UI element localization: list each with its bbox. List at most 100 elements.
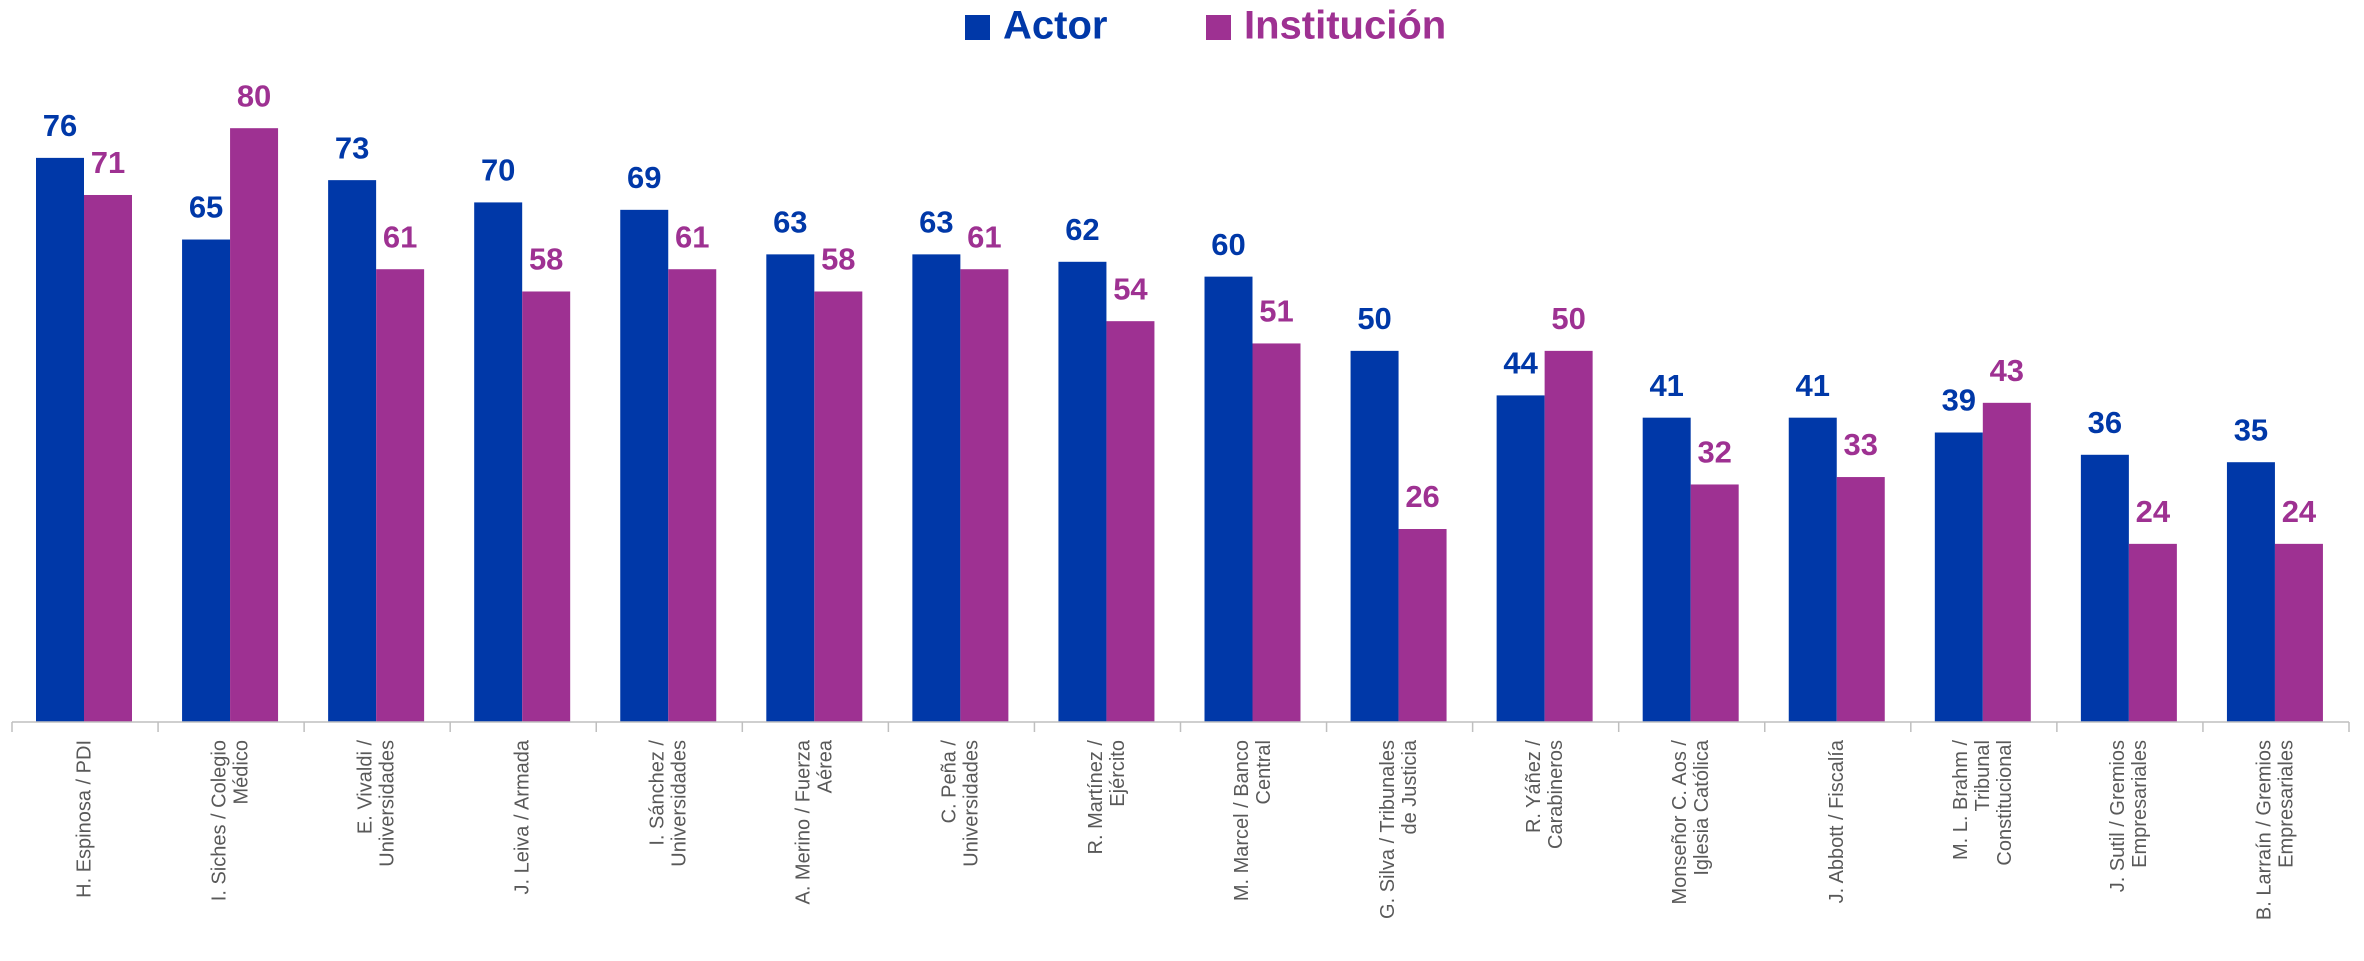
bar xyxy=(474,202,523,723)
value-label: 63 xyxy=(773,205,807,240)
bar xyxy=(2274,543,2323,722)
bar xyxy=(1934,432,1983,722)
x-tick-label: I. Siches / Colegio xyxy=(208,740,230,901)
x-tick-label: G. Silva / Tribunales xyxy=(1377,740,1399,919)
x-tick-label: Iglesia Católica xyxy=(1691,739,1713,876)
x-tick-label: R. Martínez / xyxy=(1085,740,1107,855)
x-tick-label: A. Merino / Fuerza xyxy=(793,739,815,904)
bar xyxy=(814,291,863,722)
bar xyxy=(2080,454,2129,722)
value-label: 44 xyxy=(1503,346,1538,381)
value-label: 35 xyxy=(2234,412,2268,447)
value-label: 51 xyxy=(1259,294,1293,329)
value-label: 43 xyxy=(1990,353,2024,388)
x-tick-label: Monseñor C. Aos / xyxy=(1669,740,1691,905)
value-label: 41 xyxy=(1796,368,1830,403)
legend-swatch xyxy=(965,15,990,40)
value-label: 70 xyxy=(481,153,515,188)
bar xyxy=(620,209,669,722)
bar xyxy=(376,269,425,722)
x-tick-label: Empresariales xyxy=(2275,740,2297,868)
value-label: 65 xyxy=(189,190,223,225)
value-label: 73 xyxy=(335,130,369,165)
value-label: 69 xyxy=(627,160,661,195)
bar xyxy=(522,291,571,722)
legend-label: Institución xyxy=(1244,4,1446,48)
bar xyxy=(1544,350,1593,722)
bar xyxy=(1058,261,1107,722)
value-label: 39 xyxy=(1942,383,1976,418)
bar xyxy=(84,194,132,722)
value-label: 26 xyxy=(1405,479,1439,514)
value-label: 60 xyxy=(1211,227,1245,262)
x-tick-label: Ejército xyxy=(1107,740,1129,807)
bar xyxy=(230,128,279,723)
x-tick-label: Universidades xyxy=(669,740,691,867)
bar xyxy=(1788,417,1837,722)
bar xyxy=(1252,343,1301,722)
bar xyxy=(668,269,717,722)
value-label: 50 xyxy=(1357,301,1391,336)
value-label: 62 xyxy=(1065,212,1099,247)
value-label: 24 xyxy=(2136,494,2171,529)
value-label: 32 xyxy=(1697,435,1731,470)
x-tick-label: Central xyxy=(1253,740,1275,804)
x-tick-label: M. Marcel / Banco xyxy=(1231,740,1253,901)
bar xyxy=(1982,402,2031,722)
value-label: 71 xyxy=(91,145,125,180)
bar xyxy=(2226,462,2275,722)
bar xyxy=(36,157,84,722)
value-label: 41 xyxy=(1649,368,1683,403)
x-tick-label: Universidades xyxy=(961,740,983,867)
bar xyxy=(1496,395,1545,722)
bar xyxy=(1836,477,1885,722)
legend-swatch xyxy=(1206,15,1231,40)
bar xyxy=(182,239,231,723)
bar xyxy=(766,254,815,722)
bar xyxy=(1106,321,1155,722)
bar xyxy=(1204,276,1253,722)
value-label: 54 xyxy=(1113,271,1148,306)
x-tick-label: I. Sánchez / xyxy=(647,740,669,846)
value-label: 63 xyxy=(919,205,953,240)
bar xyxy=(1642,417,1691,722)
x-tick-label: Tribunal xyxy=(1972,740,1994,812)
value-label: 61 xyxy=(383,219,417,254)
value-label: 58 xyxy=(821,242,855,277)
value-label: 61 xyxy=(967,219,1001,254)
value-label: 61 xyxy=(675,219,709,254)
value-label: 36 xyxy=(2088,405,2122,440)
bar xyxy=(328,180,377,722)
value-label: 76 xyxy=(43,108,77,143)
x-tick-label: J. Sutil / Gremios xyxy=(2107,740,2129,892)
x-tick-label: de Justicia xyxy=(1399,739,1421,834)
x-tick-label: M. L. Brahm / xyxy=(1950,740,1972,860)
x-tick-label: B. Larraín / Gremios xyxy=(2253,740,2275,920)
x-tick-label: Constitucional xyxy=(1994,740,2016,866)
x-tick-label: Carabineros xyxy=(1545,740,1567,849)
bar xyxy=(1690,484,1739,722)
value-label: 33 xyxy=(1844,427,1878,462)
x-tick-label: J. Abbott / Fiscalía xyxy=(1826,739,1848,903)
bar xyxy=(2128,543,2177,722)
value-label: 24 xyxy=(2282,494,2317,529)
x-tick-label: R. Yáñez / xyxy=(1523,740,1545,833)
value-label: 80 xyxy=(237,78,271,113)
x-tick-label: Médico xyxy=(230,740,252,804)
x-tick-label: J. Leiva / Armada xyxy=(512,739,534,894)
x-tick-label: Universidades xyxy=(376,740,398,867)
bar xyxy=(1350,350,1399,722)
x-tick-label: Empresariales xyxy=(2129,740,2151,868)
x-tick-label: Aérea xyxy=(815,739,837,793)
value-label: 50 xyxy=(1551,301,1585,336)
bar xyxy=(960,269,1009,722)
x-tick-label: C. Peña / xyxy=(939,740,961,824)
bar xyxy=(912,254,961,722)
bar xyxy=(1398,529,1447,722)
value-label: 58 xyxy=(529,242,563,277)
x-tick-label: H. Espinosa / PDI xyxy=(73,740,95,898)
legend-label: Actor xyxy=(1003,4,1107,48)
x-tick-label: E. Vivaldi / xyxy=(354,740,376,835)
